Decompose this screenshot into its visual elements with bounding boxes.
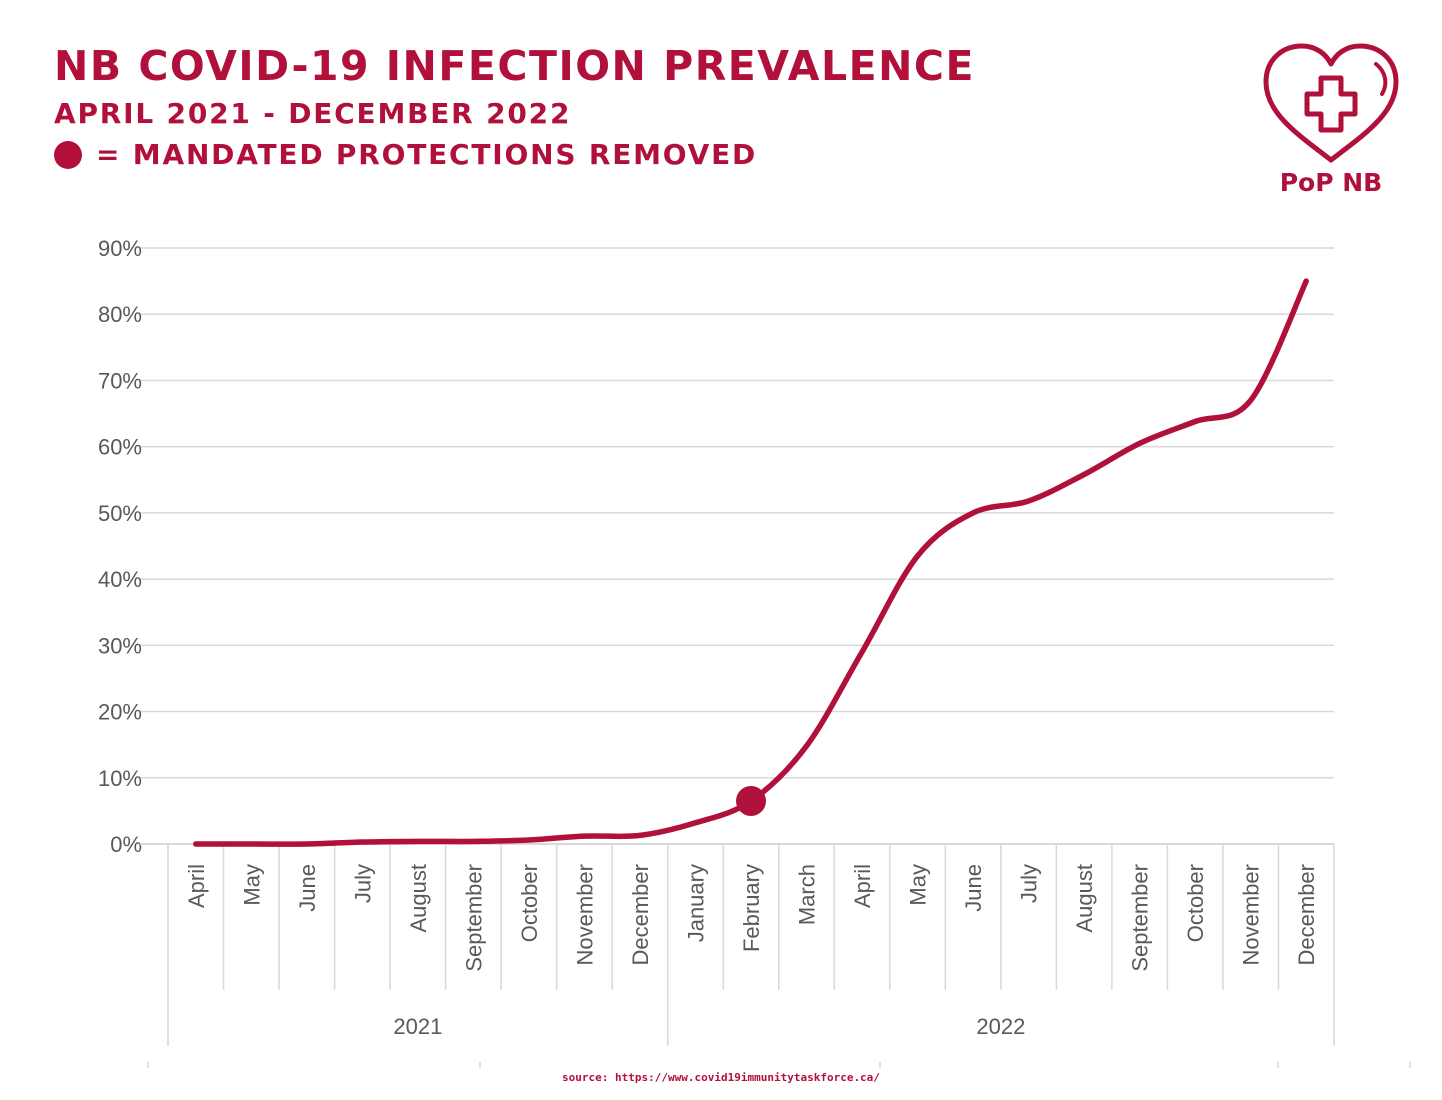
pop-nb-logo: PoP NB: [1258, 40, 1404, 200]
line-chart: 0% 10% 20% 30% 40% 50% 60% 70% 80% 90% April May Ju…: [98, 236, 1411, 1068]
y-tick-label: 10%: [98, 766, 142, 791]
x-tick-label: June: [295, 864, 320, 912]
x-tick-label: September: [461, 864, 486, 972]
year-label: 2021: [393, 1014, 442, 1039]
source-credit: source: https://www.covid19immunitytaskf…: [562, 1071, 880, 1084]
marker-legend-text: = MANDATED PROTECTIONS REMOVED: [96, 138, 758, 171]
y-tick-label: 80%: [98, 302, 142, 327]
marker-group: [736, 785, 766, 816]
y-tick-label: 70%: [98, 368, 142, 393]
x-tick-label: July: [350, 864, 375, 903]
x-tick-label: December: [1294, 864, 1319, 965]
legend-dot-icon: [54, 141, 82, 169]
y-tick-label: 0%: [110, 832, 142, 857]
heart-with-medical-cross-icon: [1263, 43, 1399, 163]
logo-text: PoP NB: [1279, 168, 1383, 197]
x-tick-label: April: [184, 864, 209, 908]
x-tick-label: January: [683, 864, 708, 942]
x-tick-label: April: [850, 864, 875, 908]
gridlines: [140, 247, 1334, 779]
y-tick-label: 90%: [98, 236, 142, 261]
y-tick-label: 20%: [98, 700, 142, 725]
x-tick-label: June: [961, 864, 986, 912]
x-tick-label: November: [572, 864, 597, 965]
x-tick-label: July: [1017, 864, 1042, 903]
x-axis: April May June July August September October No…: [140, 843, 1411, 1068]
x-tick-label: March: [795, 864, 820, 925]
x-tick-label: February: [739, 864, 764, 952]
x-tick-label: May: [906, 864, 931, 906]
chart-subtitle: APRIL 2021 - DECEMBER 2022: [54, 97, 572, 130]
x-tick-label: October: [1183, 864, 1208, 942]
y-tick-label: 50%: [98, 501, 142, 526]
y-tick-label: 60%: [98, 435, 142, 460]
series-line: [193, 278, 1309, 847]
x-tick-label: September: [1128, 864, 1153, 972]
series-line-group: [193, 278, 1309, 847]
x-tick-label: December: [628, 864, 653, 965]
x-tick-label: August: [406, 864, 431, 933]
x-tick-label: May: [239, 864, 264, 906]
x-tick-label: October: [517, 864, 542, 942]
marker-legend: = MANDATED PROTECTIONS REMOVED: [54, 141, 757, 169]
x-tick-label: August: [1072, 864, 1097, 933]
year-label: 2022: [976, 1014, 1025, 1039]
y-axis-tick-labels: 0% 10% 20% 30% 40% 50% 60% 70% 80% 90%: [98, 236, 142, 857]
y-tick-label: 30%: [98, 633, 142, 658]
y-tick-label: 40%: [98, 567, 142, 592]
chart-title: NB COVID-19 INFECTION PREVALENCE: [54, 42, 975, 90]
x-tick-label: November: [1239, 864, 1264, 965]
protections-removed-marker: [736, 785, 766, 816]
